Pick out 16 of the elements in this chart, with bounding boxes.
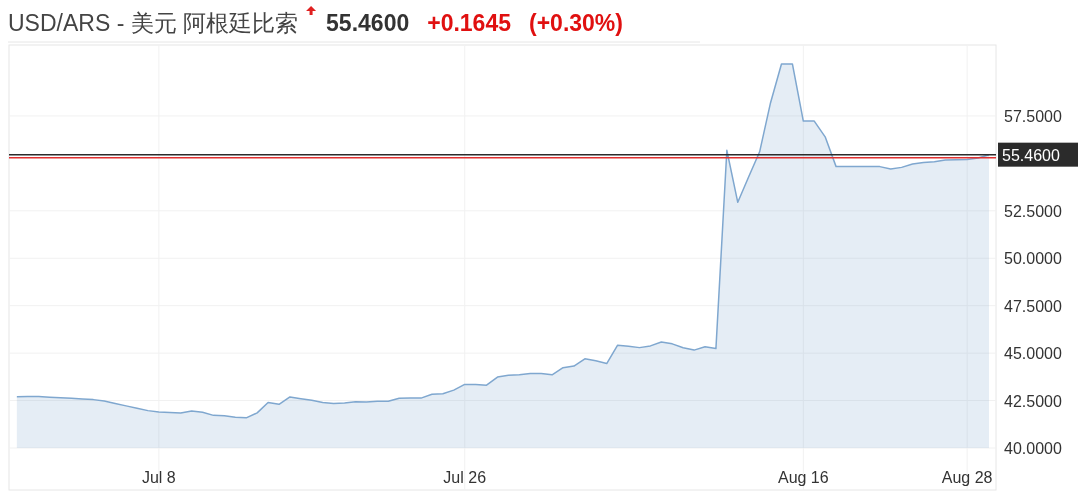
- x-tick-label: Aug 28: [941, 469, 993, 486]
- text: +0.1645: [427, 10, 512, 36]
- ref-line-label: 55.4600: [1002, 146, 1060, 164]
- y-tick-label: 47.5000: [1004, 297, 1062, 315]
- chart-title: USD/ARS - 美元 阿根廷比索: [8, 10, 299, 36]
- y-tick-label: 52.5000: [1004, 202, 1062, 220]
- text: 55.4600: [326, 10, 410, 36]
- y-tick-label: 42.5000: [1004, 392, 1062, 410]
- y-tick-label: 45.0000: [1004, 345, 1062, 363]
- text: (+0.30%): [529, 10, 623, 36]
- y-tick-label: 40.0000: [1004, 440, 1062, 457]
- x-tick-label: Jul 8: [141, 469, 176, 486]
- y-tick-label: 50.0000: [1004, 250, 1062, 268]
- y-tick-label: 57.5000: [1004, 107, 1062, 125]
- x-tick-label: Jul 26: [443, 469, 487, 486]
- x-tick-label: Aug 16: [777, 469, 829, 486]
